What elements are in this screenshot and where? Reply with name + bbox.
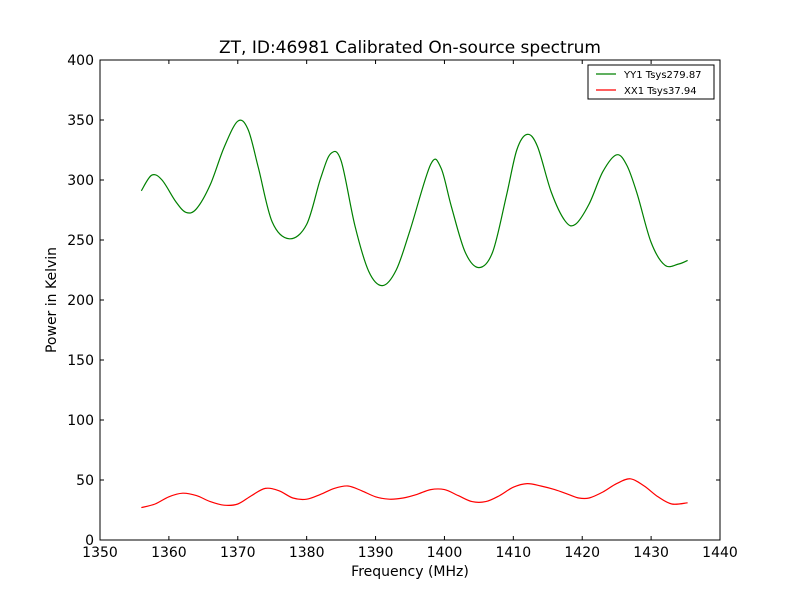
x-axis-label: Frequency (MHz) (351, 564, 469, 580)
series-line-1 (141, 478, 688, 509)
series-layer (140, 119, 688, 509)
y-tick-label: 100 (67, 413, 94, 429)
y-tick-label: 200 (67, 293, 94, 309)
legend[interactable]: YY1 Tsys279.87 XX1 Tsys37.94 (587, 64, 715, 100)
legend-label-0: YY1 Tsys279.87 (623, 70, 702, 81)
legend-label-1: XX1 Tsys37.94 (624, 86, 697, 97)
x-tick-label: 1360 (151, 545, 187, 561)
x-tick-label: 1370 (220, 545, 256, 561)
chart-title: ZT, ID:46981 Calibrated On-source spectr… (219, 38, 601, 58)
y-tick-label: 300 (67, 173, 94, 189)
legend-box (587, 64, 715, 100)
x-tick-label: 1380 (289, 545, 325, 561)
y-tick-label: 250 (67, 233, 94, 249)
y-tick-label: 150 (67, 353, 94, 369)
y-tick-label: 50 (76, 473, 94, 489)
y-tick-label: 400 (67, 53, 94, 69)
x-tick-label: 1400 (427, 545, 463, 561)
x-tick-label: 1410 (496, 545, 532, 561)
x-tick-label: 1430 (633, 545, 669, 561)
x-tick-label: 1350 (82, 545, 118, 561)
y-tick-label: 350 (67, 113, 94, 129)
ticks-layer: 1350 1360 1370 1380 1390 1400 1410 1420 1430 1440… (67, 53, 738, 561)
y-tick-label: 0 (85, 533, 94, 549)
x-tick-label: 1440 (702, 545, 738, 561)
y-axis-label: Power in Kelvin (44, 247, 60, 353)
x-tick-label: 1420 (564, 545, 600, 561)
x-tick-label: 1390 (358, 545, 394, 561)
series-line-0 (140, 119, 688, 287)
